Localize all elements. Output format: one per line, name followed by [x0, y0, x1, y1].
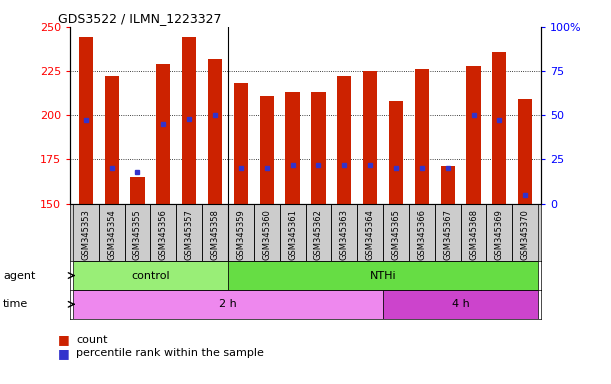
Bar: [228, 204, 254, 261]
Bar: [312, 92, 326, 204]
Text: GSM345366: GSM345366: [417, 209, 426, 260]
Text: time: time: [3, 299, 28, 310]
Bar: [363, 71, 377, 204]
Bar: [176, 204, 202, 261]
Text: GSM345360: GSM345360: [262, 209, 271, 260]
Text: GSM345363: GSM345363: [340, 209, 349, 260]
Text: 2 h: 2 h: [219, 299, 237, 310]
Bar: [383, 290, 538, 319]
Text: GSM345357: GSM345357: [185, 209, 194, 260]
Text: ■: ■: [58, 333, 70, 346]
Bar: [79, 38, 93, 204]
Bar: [208, 59, 222, 204]
Bar: [99, 204, 125, 261]
Bar: [285, 92, 299, 204]
Text: GSM345358: GSM345358: [211, 209, 219, 260]
Bar: [260, 96, 274, 204]
Bar: [512, 204, 538, 261]
Text: NTHi: NTHi: [370, 270, 397, 281]
Bar: [331, 204, 357, 261]
Bar: [254, 204, 280, 261]
Text: count: count: [76, 335, 108, 345]
Text: control: control: [131, 270, 170, 281]
Bar: [466, 66, 481, 204]
Bar: [441, 166, 455, 204]
Bar: [150, 204, 176, 261]
Text: GSM345367: GSM345367: [443, 209, 452, 260]
Bar: [73, 204, 99, 261]
Text: GSM345368: GSM345368: [469, 209, 478, 260]
Text: GSM345362: GSM345362: [314, 209, 323, 260]
Text: GSM345355: GSM345355: [133, 209, 142, 260]
Bar: [409, 204, 435, 261]
Bar: [182, 38, 196, 204]
Bar: [306, 204, 331, 261]
Bar: [461, 204, 486, 261]
Bar: [130, 177, 145, 204]
Text: GSM345356: GSM345356: [159, 209, 168, 260]
Text: GSM345369: GSM345369: [495, 209, 504, 260]
Bar: [156, 64, 170, 204]
Bar: [492, 51, 507, 204]
Bar: [383, 204, 409, 261]
Text: GDS3522 / ILMN_1223327: GDS3522 / ILMN_1223327: [58, 12, 222, 25]
Text: GSM345365: GSM345365: [392, 209, 400, 260]
Bar: [234, 83, 248, 204]
Bar: [518, 99, 532, 204]
Text: GSM345364: GSM345364: [365, 209, 375, 260]
Bar: [415, 69, 429, 204]
Text: 4 h: 4 h: [452, 299, 469, 310]
Bar: [228, 261, 538, 290]
Bar: [73, 290, 383, 319]
Bar: [435, 204, 461, 261]
Bar: [486, 204, 512, 261]
Bar: [337, 76, 351, 204]
Bar: [280, 204, 306, 261]
Text: GSM345353: GSM345353: [81, 209, 90, 260]
Bar: [202, 204, 228, 261]
Text: GSM345361: GSM345361: [288, 209, 297, 260]
Text: GSM345370: GSM345370: [521, 209, 530, 260]
Bar: [125, 204, 150, 261]
Text: GSM345354: GSM345354: [107, 209, 116, 260]
Text: percentile rank within the sample: percentile rank within the sample: [76, 348, 264, 358]
Bar: [389, 101, 403, 204]
Bar: [357, 204, 383, 261]
Bar: [73, 261, 228, 290]
Text: ■: ■: [58, 347, 70, 360]
Bar: [104, 76, 119, 204]
Text: agent: agent: [3, 270, 35, 281]
Text: GSM345359: GSM345359: [236, 209, 246, 260]
